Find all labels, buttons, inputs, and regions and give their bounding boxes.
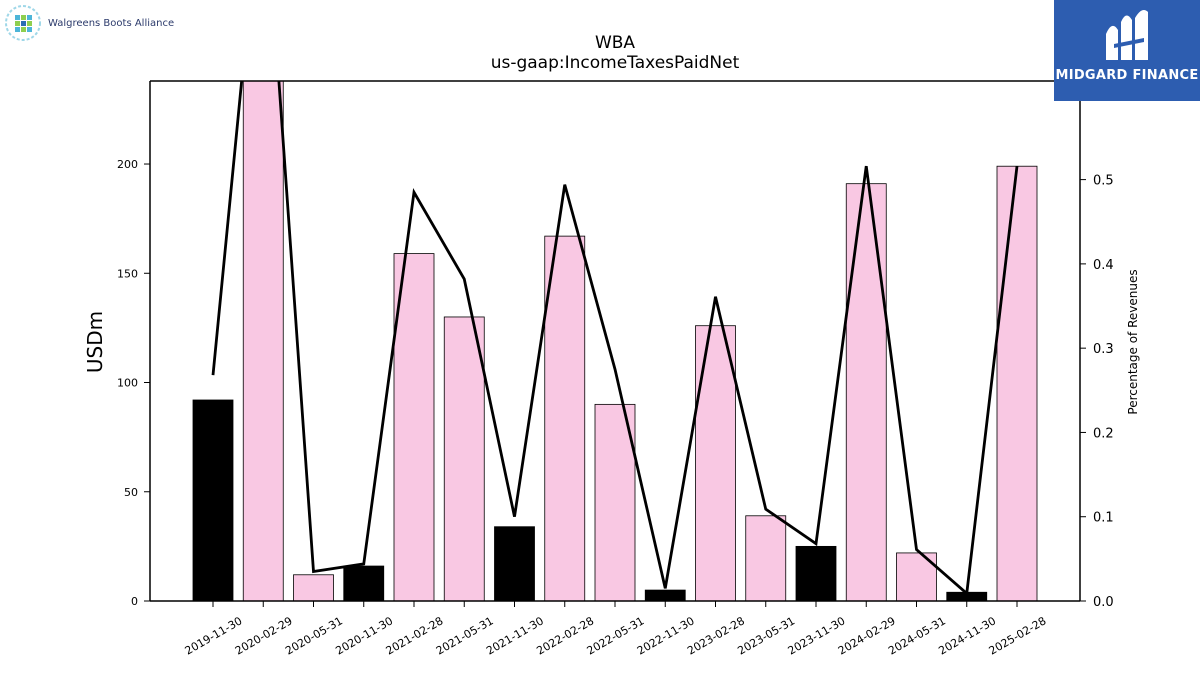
- bar-2021-11-30: [494, 526, 535, 601]
- bar-2023-05-31: [745, 515, 787, 601]
- y-right-tick-label-0.0: 0.0: [1093, 595, 1114, 610]
- chart-title: WBA: [594, 33, 636, 53]
- walgreens-logo-icon: [5, 5, 41, 41]
- y-right-tick-label-0.2: 0.2: [1093, 426, 1114, 441]
- y-tick-label-100: 100: [117, 377, 138, 390]
- bar-2021-05-31: [443, 316, 485, 601]
- walgreens-logo-text: Walgreens Boots Alliance: [48, 17, 175, 29]
- bar-2019-11-30: [192, 399, 234, 601]
- y-right-tick-label-0.3: 0.3: [1093, 342, 1114, 357]
- bar-2024-02-29: [845, 183, 887, 601]
- bar-2022-11-30: [644, 589, 686, 601]
- y-tick-label-200: 200: [117, 158, 138, 171]
- percentage-line: [211, 81, 1019, 597]
- y-right-tick-label-0.4: 0.4: [1093, 258, 1114, 273]
- y-right-tick-label-0.5: 0.5: [1093, 174, 1114, 189]
- midgard-finance-logo: MIDGARD FINANCE: [1054, 0, 1200, 101]
- x-tick-label-2025-02-28: 2025-02-28: [987, 614, 1049, 657]
- bar-2022-02-28: [544, 235, 586, 601]
- bar-2023-11-30: [795, 545, 837, 601]
- y-tick-label-150: 150: [117, 267, 138, 280]
- y-tick-label-0: 0: [131, 595, 138, 608]
- line-series: [211, 81, 1019, 597]
- y-tick-label-50: 50: [124, 486, 138, 499]
- y-axis-label-left: USDm: [83, 310, 107, 374]
- bar-2023-02-28: [695, 325, 736, 601]
- walgreens-logo: Walgreens Boots Alliance: [4, 4, 174, 42]
- y-right-tick-label-0.1: 0.1: [1093, 511, 1114, 526]
- y-axis-label-right: Percentage of Revenues: [1126, 269, 1140, 415]
- midgard-logo-icon: [1106, 10, 1148, 61]
- bar-2021-02-28: [393, 253, 435, 601]
- midgard-logo-text: MIDGARD FINANCE: [1055, 68, 1199, 83]
- bar-2020-02-29: [242, 81, 284, 601]
- chart-subtitle: us-gaap:IncomeTaxesPaidNet: [490, 53, 740, 73]
- bar-series: [192, 81, 1038, 601]
- bar-2020-11-30: [343, 565, 385, 601]
- bar-2020-05-31: [293, 574, 334, 601]
- bar-2022-05-31: [594, 403, 636, 601]
- bar-2025-02-28: [996, 165, 1038, 601]
